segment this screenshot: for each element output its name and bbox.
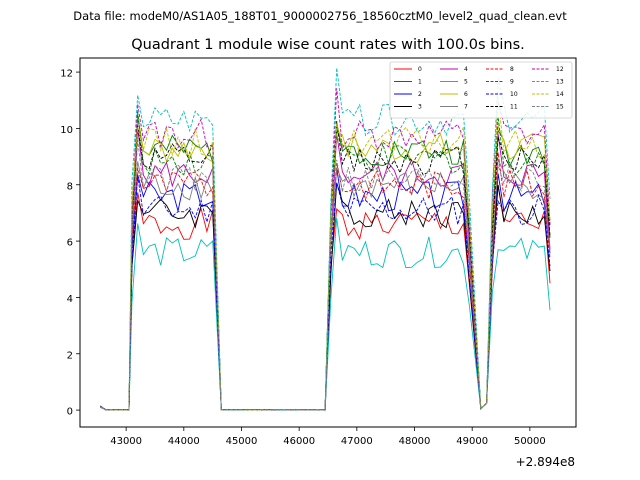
y-tick-label: 0: [67, 407, 73, 418]
chart-title: Quadrant 1 module wise count rates with …: [131, 37, 525, 53]
y-tick-label: 2: [67, 350, 73, 361]
legend-label-1: 1: [418, 79, 422, 86]
x-tick-label: 49000: [456, 436, 488, 447]
legend-label-15: 15: [556, 104, 564, 111]
legend-label-2: 2: [418, 91, 422, 98]
y-tick-label: 12: [60, 69, 73, 80]
legend-label-10: 10: [510, 91, 518, 98]
legend-label-4: 4: [464, 66, 468, 73]
x-tick-label: 44000: [168, 436, 200, 447]
series-line-10: [99, 175, 551, 411]
legend-label-3: 3: [418, 104, 422, 111]
y-tick-label: 4: [67, 294, 73, 305]
legend-label-0: 0: [418, 66, 422, 73]
series-line-13: [99, 67, 551, 411]
x-tick-label: 43000: [110, 436, 142, 447]
legend-label-9: 9: [510, 79, 514, 86]
x-offset-label: +2.894e8: [516, 455, 575, 469]
x-tick-label: 46000: [283, 436, 315, 447]
x-tick-label: 50000: [514, 436, 546, 447]
legend-label-12: 12: [556, 66, 564, 73]
series-line-12: [99, 88, 551, 411]
legend-label-7: 7: [464, 104, 468, 111]
x-axis: 43000 44000 45000 46000 47000 48000 49000 50000: [110, 427, 546, 447]
y-tick-label: 8: [67, 181, 73, 192]
series-line-15: [100, 140, 551, 411]
plot-area: [79, 57, 577, 428]
legend-label-14: 14: [556, 91, 564, 98]
legend-label-11: 11: [510, 104, 518, 111]
legend-label-8: 8: [510, 66, 514, 73]
legend-frame: [389, 61, 573, 119]
x-tick-label: 45000: [226, 436, 258, 447]
x-tick-label: 47000: [341, 436, 373, 447]
y-tick-label: 6: [67, 238, 73, 249]
legend-label-6: 6: [464, 91, 468, 98]
plot-frame: [79, 57, 577, 428]
series-layer: [99, 67, 551, 411]
y-tick-label: 10: [60, 125, 73, 136]
figure-suptitle: Data file: modeM0/AS1A05_188T01_90000027…: [73, 9, 567, 23]
y-axis: 0 2 4 6 8 10 12: [60, 69, 80, 418]
legend-label-13: 13: [556, 79, 564, 86]
legend-label-5: 5: [464, 79, 468, 86]
x-tick-label: 48000: [399, 436, 431, 447]
